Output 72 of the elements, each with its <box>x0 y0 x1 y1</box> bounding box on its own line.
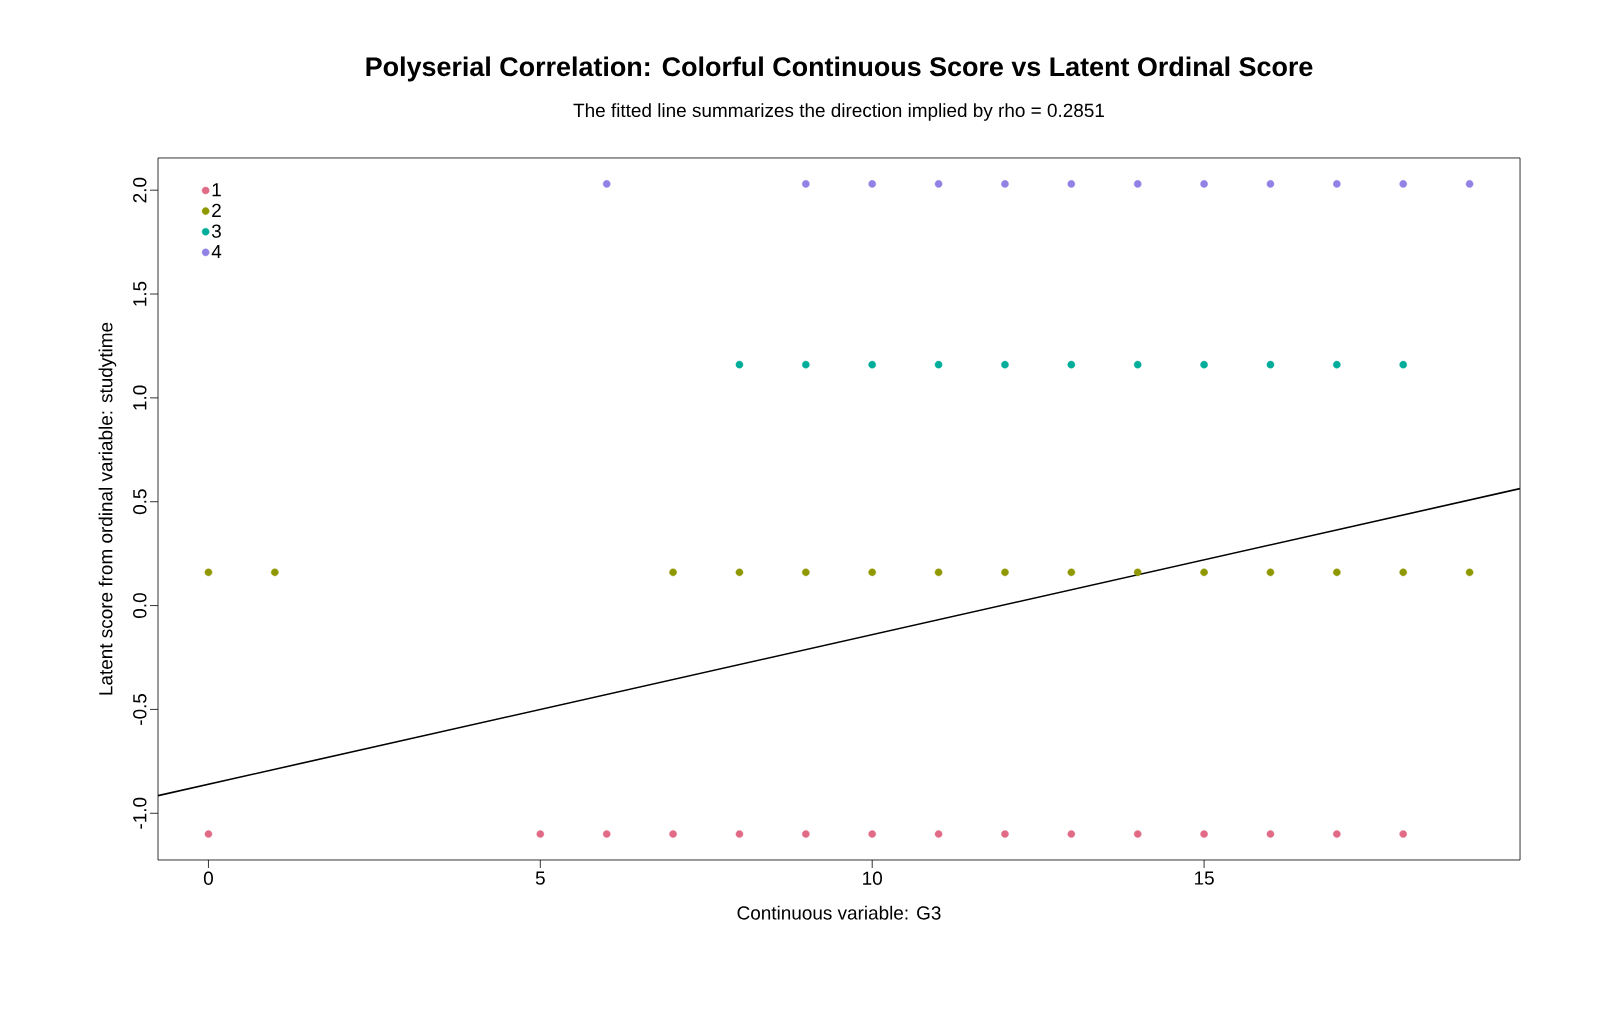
point <box>1001 568 1009 577</box>
point <box>204 568 213 577</box>
x-tick-label: 10 <box>863 871 882 885</box>
point <box>1266 568 1275 577</box>
y-tick-label: 0.0 <box>133 593 147 618</box>
point <box>802 568 810 577</box>
point <box>1200 360 1208 369</box>
point <box>602 180 611 188</box>
point <box>1067 830 1076 838</box>
point <box>669 568 677 577</box>
point <box>1266 360 1275 369</box>
point <box>1001 830 1009 838</box>
point <box>1399 360 1407 369</box>
y-tick-label: -1.0 <box>133 797 147 829</box>
legend-label: 3 <box>211 224 221 238</box>
point <box>1266 180 1275 188</box>
legend-label: 4 <box>211 245 222 259</box>
point <box>1333 568 1341 577</box>
chart-title: Polyserial Correlation: Colorful Continuous Score vs Latent Ordinal Score <box>366 56 1313 82</box>
y-tick-label: -0.5 <box>133 693 147 725</box>
y-tick-label: 1.5 <box>133 281 147 306</box>
point <box>934 830 943 838</box>
point <box>934 180 943 188</box>
point <box>1133 830 1142 838</box>
point <box>1067 180 1076 188</box>
point <box>868 180 876 188</box>
point <box>1200 830 1208 838</box>
point <box>1333 360 1341 369</box>
point <box>1001 180 1009 188</box>
point <box>735 568 744 577</box>
point <box>802 180 810 188</box>
y-tick-label: 1.0 <box>133 385 147 410</box>
point <box>802 830 810 838</box>
y-tick-label: 2.0 <box>133 177 147 203</box>
point <box>536 830 545 838</box>
legend-label: 1 <box>212 183 221 197</box>
y-tick-label: 0.5 <box>133 489 147 515</box>
point <box>735 360 744 369</box>
y-axis-title: Latent score from ordinal variable: studytime <box>98 322 117 695</box>
point <box>934 360 943 369</box>
point <box>802 360 810 369</box>
point <box>1333 830 1341 838</box>
point <box>735 830 744 838</box>
x-tick-label: 15 <box>1194 871 1214 885</box>
point <box>1067 360 1076 369</box>
point <box>1266 830 1275 838</box>
point <box>1200 568 1208 577</box>
point <box>1067 568 1076 577</box>
point <box>934 568 943 577</box>
x-tick-label: 0 <box>203 871 213 885</box>
point <box>1399 830 1407 838</box>
point <box>868 568 876 577</box>
point <box>1001 360 1009 369</box>
chart-subtitle: The fitted line summarizes the direction implied by rho = 0.2851 <box>573 103 1104 121</box>
point <box>1133 568 1142 577</box>
point <box>868 360 876 369</box>
point <box>1133 360 1142 369</box>
point <box>669 830 677 838</box>
point <box>1465 180 1474 188</box>
point <box>1399 180 1407 188</box>
point <box>1465 568 1474 577</box>
point <box>1399 568 1407 577</box>
point <box>204 830 213 838</box>
x-tick-label: 5 <box>535 871 545 885</box>
point <box>1333 180 1341 188</box>
legend-label: 2 <box>212 203 221 217</box>
point <box>1133 180 1142 188</box>
point <box>1200 180 1208 188</box>
point <box>602 830 611 838</box>
point <box>271 568 279 577</box>
point <box>868 830 876 838</box>
x-axis-title: Continuous variable: G3 <box>737 905 941 920</box>
